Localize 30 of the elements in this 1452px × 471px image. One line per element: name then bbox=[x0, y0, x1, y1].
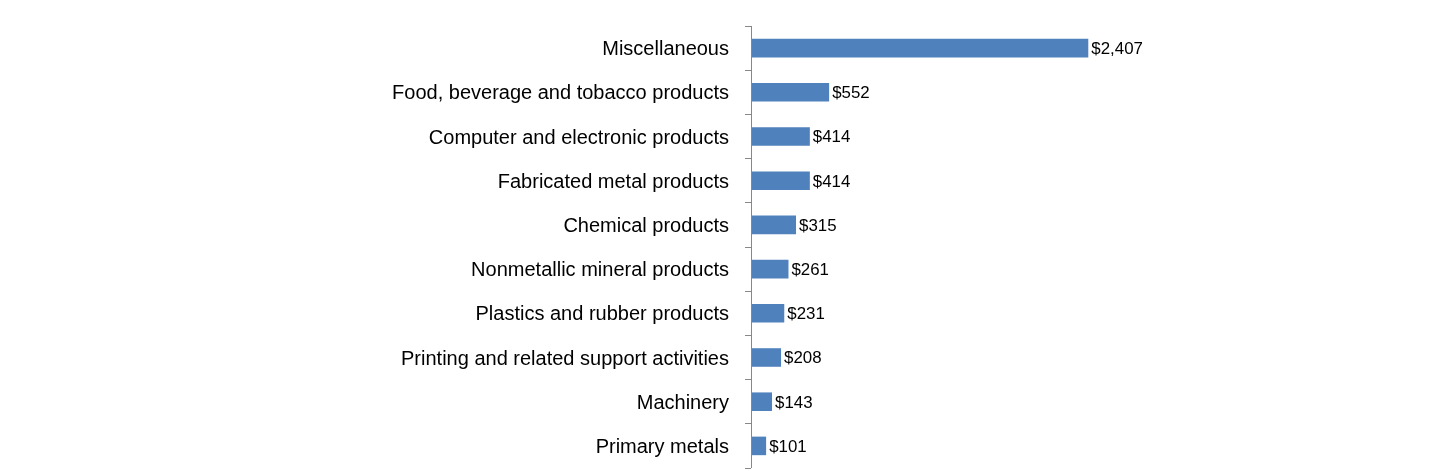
data-label: $2,407 bbox=[1091, 39, 1143, 59]
y-tick-label: Fabricated metal products bbox=[497, 169, 729, 192]
y-tick-label: Printing and related support activities bbox=[401, 346, 729, 369]
y-tick-label: Miscellaneous bbox=[602, 37, 729, 60]
y-tick-label: Plastics and rubber products bbox=[475, 302, 729, 325]
y-tick-label: Nonmetallic mineral products bbox=[471, 258, 729, 281]
data-label: $414 bbox=[812, 127, 851, 147]
bar bbox=[752, 215, 797, 235]
data-label: $261 bbox=[791, 260, 829, 280]
data-label: $315 bbox=[799, 215, 837, 235]
data-label: $414 bbox=[812, 171, 851, 191]
bar bbox=[752, 304, 785, 323]
bar bbox=[752, 38, 1089, 58]
bar bbox=[752, 127, 810, 146]
y-tick-label: Chemical products bbox=[563, 213, 729, 236]
data-label: $552 bbox=[832, 83, 870, 103]
bar bbox=[752, 392, 772, 411]
data-label: $143 bbox=[774, 392, 813, 412]
data-label: $231 bbox=[787, 304, 825, 324]
y-tick-label: Primary metals bbox=[595, 434, 729, 457]
y-tick-label: Food, beverage and tobacco products bbox=[392, 81, 729, 104]
data-label: $101 bbox=[769, 436, 807, 456]
bar bbox=[752, 348, 782, 367]
bar bbox=[752, 259, 789, 279]
y-tick-label: Machinery bbox=[636, 390, 729, 413]
bar bbox=[752, 171, 810, 190]
bar bbox=[752, 83, 830, 102]
y-tick-label: Computer and electronic products bbox=[428, 125, 729, 148]
bar bbox=[752, 436, 767, 456]
data-label: $208 bbox=[784, 348, 822, 368]
